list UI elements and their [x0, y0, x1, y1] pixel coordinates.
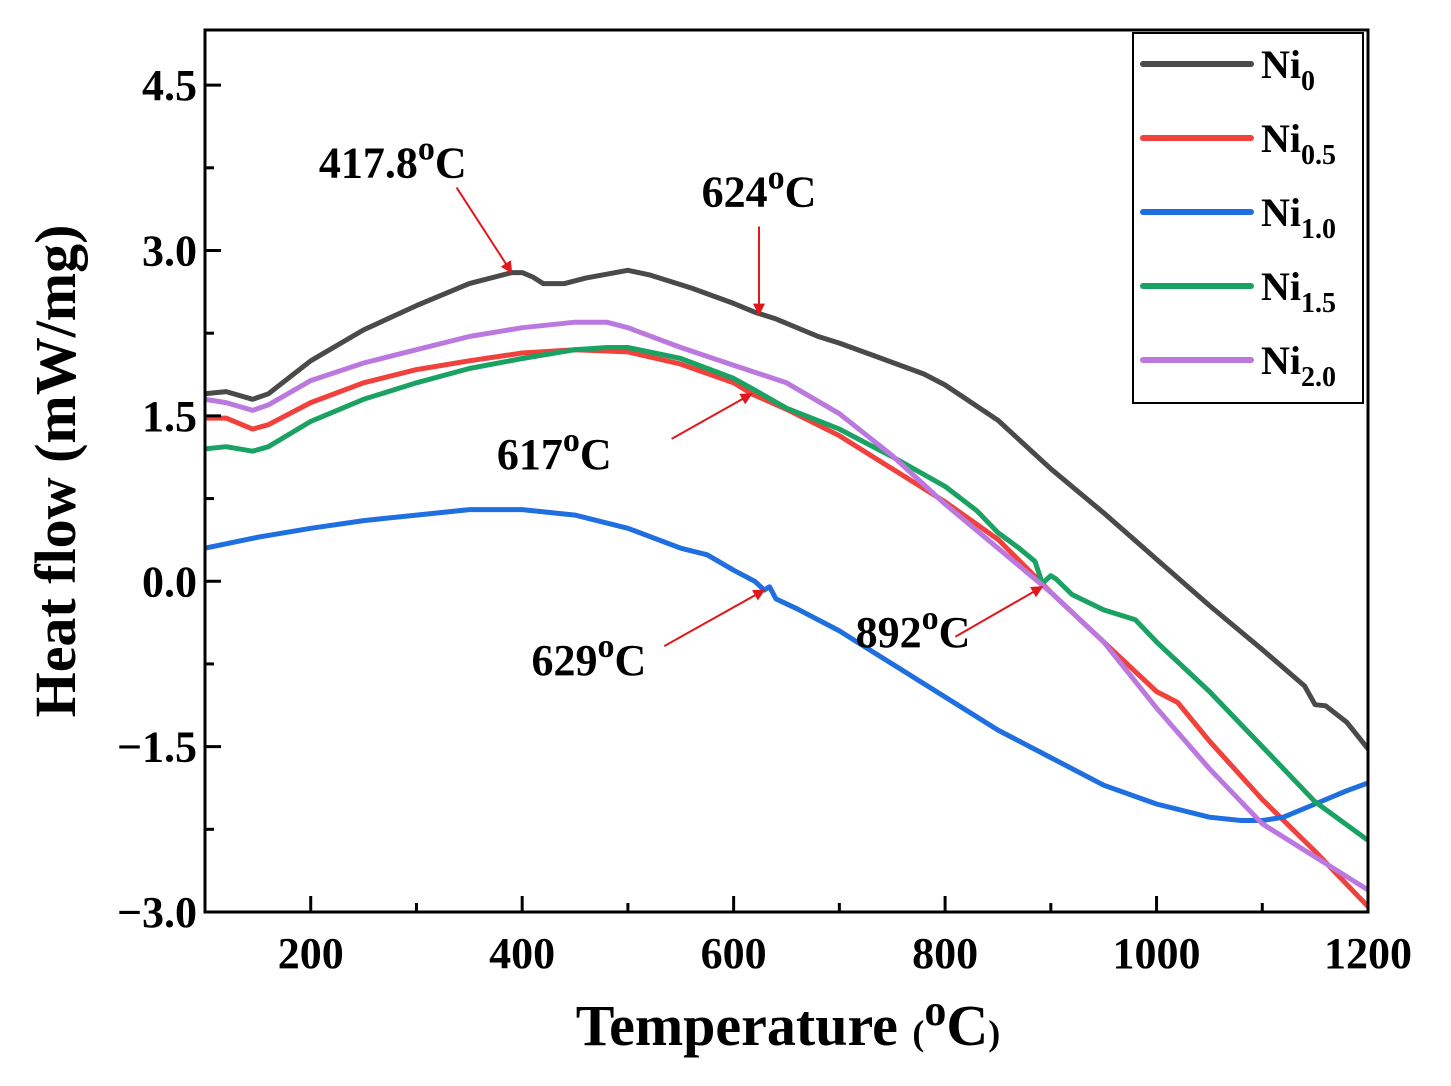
annotation-label: 629oC [532, 628, 647, 685]
series-line-Ni1-5 [205, 345, 1368, 843]
annotation-arrow [671, 392, 753, 440]
legend-label-sub: 0.5 [1301, 140, 1336, 171]
x-tick-label: 800 [912, 929, 978, 978]
legend-label: Ni2.0 [1261, 338, 1336, 393]
annotation-unit: C [435, 139, 467, 188]
series-line-Ni2-0 [205, 319, 1368, 893]
annotation-value: 892 [856, 608, 922, 657]
y-tick-label: −1.5 [117, 723, 197, 772]
legend-label-sub: 1.0 [1301, 214, 1336, 245]
x-axis-title-unit: C [946, 993, 988, 1058]
plot-frame [203, 28, 1370, 914]
annotation-arrow [455, 187, 513, 274]
x-axis-title-main: Temperature [576, 993, 913, 1058]
y-axis-title: Heat flow (mW/mg) [23, 225, 88, 718]
legend-label: Ni1.5 [1261, 264, 1336, 319]
legend-label-base: Ni [1261, 264, 1301, 309]
legend-label-sub: 1.5 [1301, 288, 1336, 319]
annotation-label: 617oC [497, 422, 612, 479]
annotation-sup: o [768, 159, 785, 196]
annotation-label: 417.8oC [319, 131, 467, 188]
legend-label-base: Ni [1261, 42, 1301, 87]
annotation-arrow [954, 585, 1044, 638]
x-tick-label: 600 [701, 929, 767, 978]
series-line-Ni1-0 [205, 507, 1368, 823]
series-line-Ni0 [205, 267, 1368, 752]
annotation-sup: o [598, 628, 615, 665]
annotation-sup: o [563, 422, 580, 459]
y-tick-label: 0.0 [142, 557, 197, 606]
x-tick-label: 400 [489, 929, 555, 978]
legend-label-base: Ni [1261, 190, 1301, 235]
legend-label-base: Ni [1261, 338, 1301, 383]
annotation-value: 629 [532, 636, 598, 685]
legend-label-base: Ni [1261, 116, 1301, 161]
y-tick-label: 1.5 [142, 392, 197, 441]
x-tick-label: 200 [278, 929, 344, 978]
x-tick-label: 1000 [1113, 929, 1201, 978]
x-axis-title-sup: o [924, 986, 946, 1035]
annotation-unit: C [939, 608, 971, 657]
annotation-sup: o [922, 600, 939, 637]
legend-label: Ni0 [1261, 42, 1315, 97]
legend-label: Ni1.0 [1261, 190, 1336, 245]
legend-label: Ni0.5 [1261, 116, 1336, 171]
annotation-arrow [663, 589, 766, 647]
annotation-unit: C [580, 430, 612, 479]
annotation-label: 624oC [702, 159, 817, 216]
annotation-sup: o [418, 131, 435, 168]
annotation-value: 417.8 [319, 139, 418, 188]
y-tick-label: −3.0 [117, 888, 197, 937]
annotation-unit: C [615, 636, 647, 685]
series-layer [205, 267, 1368, 909]
y-tick-label: 4.5 [142, 61, 197, 110]
annotation-label: 892oC [856, 600, 971, 657]
annotation-value: 624 [702, 167, 768, 216]
legend-box [1132, 32, 1364, 404]
annotation-value: 617 [497, 430, 563, 479]
x-axis-title-paren-open: ( [912, 1013, 924, 1053]
y-tick-label: 3.0 [142, 227, 197, 276]
series-line-Ni0-5 [205, 347, 1368, 909]
legend-label-sub: 2.0 [1301, 362, 1336, 393]
axis-layer: 200 400 600 800 1000 1200 −3.0 −1.5 0.0 1.5 3.0 4.5 [117, 61, 1412, 978]
legend-label-sub: 0 [1301, 66, 1315, 97]
annotation-unit: C [785, 167, 817, 216]
x-axis-title: Temperature (oC) [576, 986, 1001, 1058]
x-axis-title-paren-close: ) [988, 1013, 1000, 1053]
x-tick-label: 1200 [1324, 929, 1412, 978]
